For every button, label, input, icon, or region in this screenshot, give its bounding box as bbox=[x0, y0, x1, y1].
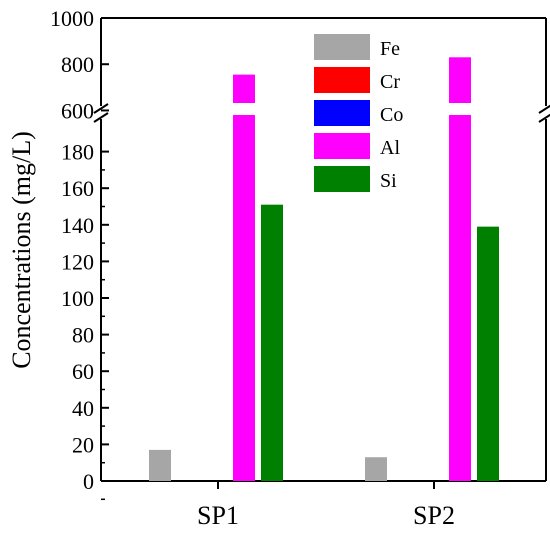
y-axis-title: Concentrations (mg/L) bbox=[7, 131, 36, 369]
axes: 0 20 40 60 80 100 120 140 160 180 600 800 1000 SP1 SP2 bbox=[50, 6, 550, 530]
right-break-mark-lower bbox=[538, 113, 550, 123]
legend-swatch-si bbox=[314, 166, 370, 192]
y-tick-label-180: 180 bbox=[61, 140, 94, 165]
y-tick-label-60: 60 bbox=[72, 359, 94, 384]
y-tick-label-80: 80 bbox=[72, 323, 94, 348]
legend-label-fe: Fe bbox=[380, 38, 400, 60]
legend-label-co: Co bbox=[380, 104, 403, 126]
y-tick-label-0: 0 bbox=[83, 469, 94, 494]
y-tick-label-40: 40 bbox=[72, 396, 94, 421]
y-tick-label-160: 160 bbox=[61, 176, 94, 201]
y-tick-label-1000: 1000 bbox=[50, 6, 94, 31]
legend-swatch-fe bbox=[314, 34, 370, 60]
y-tick-label-800: 800 bbox=[61, 52, 94, 77]
y-tick-label-140: 140 bbox=[61, 213, 94, 238]
y-tick-label-120: 120 bbox=[61, 249, 94, 274]
y-tick-label-600: 600 bbox=[61, 98, 94, 123]
bar-si-sp1 bbox=[261, 204, 283, 482]
bars bbox=[149, 57, 499, 482]
right-break-mark-upper bbox=[538, 104, 550, 114]
y-break-mark-upper bbox=[93, 103, 109, 114]
bar-al-sp2-upper bbox=[449, 57, 471, 103]
y-tick-label-20: 20 bbox=[72, 432, 94, 457]
x-tick-label-sp1: SP1 bbox=[197, 501, 239, 530]
legend-label-si: Si bbox=[380, 170, 397, 192]
legend-swatch-co bbox=[314, 100, 370, 126]
bar-al-sp1-lower bbox=[233, 115, 255, 481]
y-tick-label-100: 100 bbox=[61, 286, 94, 311]
legend-swatch-cr bbox=[314, 67, 370, 93]
bar-si-sp2 bbox=[477, 226, 499, 481]
bar-al-sp1-upper bbox=[233, 74, 255, 103]
legend-label-al: Al bbox=[380, 137, 400, 159]
legend-label-cr: Cr bbox=[380, 71, 400, 93]
x-tick-label-sp2: SP2 bbox=[413, 501, 455, 530]
bar-al-sp2-lower bbox=[449, 115, 471, 481]
bar-fe-sp2 bbox=[365, 457, 387, 481]
bar-fe-sp1 bbox=[149, 449, 171, 481]
legend-swatch-al bbox=[314, 133, 370, 159]
legend: Fe Cr Co Al Si bbox=[314, 34, 403, 192]
y-break-mark-lower bbox=[93, 112, 109, 123]
